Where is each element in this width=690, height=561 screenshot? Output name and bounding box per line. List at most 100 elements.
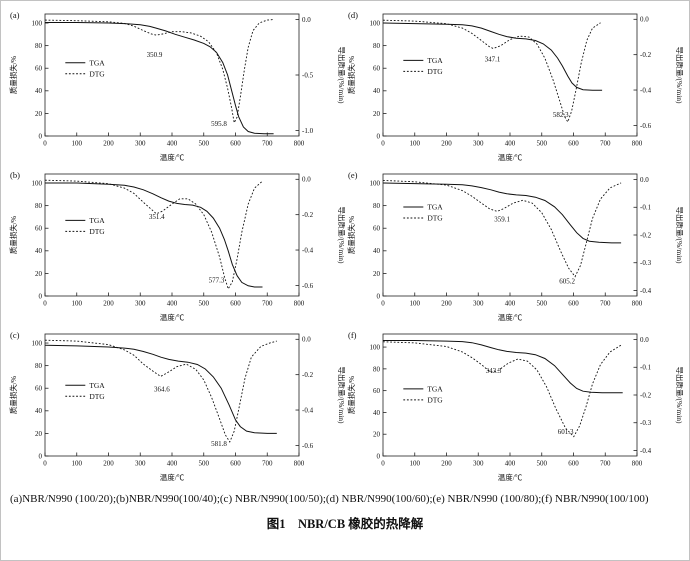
y-right-tick-label: -0.1	[640, 364, 652, 372]
peak-annotation: 343.3	[486, 367, 502, 375]
y-left-tick-label: 80	[373, 42, 381, 50]
y-right-tick-label: -0.2	[640, 51, 652, 59]
x-tick-label: 100	[72, 460, 83, 468]
y-left-tick-label: 20	[35, 270, 43, 278]
chart-panel-a: 0 100 200 300 400 500 600 700 800 0 20 40 60 80 100 0.0…	[7, 6, 347, 166]
legend-label-dtg: DTG	[427, 214, 443, 223]
tga-line	[45, 22, 274, 135]
y-left-tick-label: 0	[377, 452, 381, 460]
legend-label-tga: TGA	[89, 216, 105, 225]
y-left-tick-label: 40	[35, 247, 43, 255]
legend-label-dtg: DTG	[89, 392, 105, 401]
peak-annotation: 364.6	[154, 386, 170, 394]
chart-panel-c: 0 100 200 300 400 500 600 700 800 0 20 40 60 80 100 0.0…	[7, 326, 347, 486]
y-left-tick-label: 80	[373, 365, 381, 373]
panel-label: (c)	[10, 330, 20, 340]
legend-label-dtg: DTG	[427, 396, 443, 405]
left-axis-title: 质量损失/%	[346, 376, 356, 414]
right-axis-title: 导出质量/(%/min)	[337, 366, 345, 424]
panel-label: (f)	[348, 330, 357, 340]
x-tick-label: 0	[43, 140, 47, 148]
x-tick-label: 600	[568, 460, 579, 468]
x-tick-label: 500	[537, 300, 548, 308]
x-tick-label: 200	[441, 460, 452, 468]
legend-label-tga: TGA	[89, 381, 105, 390]
y-right-tick-label: 0.0	[302, 336, 311, 344]
tga-line	[45, 182, 263, 288]
y-left-tick-label: 80	[35, 362, 43, 370]
x-tick-label: 0	[381, 300, 385, 308]
peak-annotation: 350.9	[147, 51, 163, 59]
panel-label: (b)	[10, 170, 20, 180]
peak-annotation: 595.8	[211, 120, 227, 128]
plot-frame	[382, 333, 638, 457]
y-right-tick-label: -0.4	[640, 86, 652, 94]
x-tick-label: 500	[199, 140, 210, 148]
y-right-tick-label: -0.4	[302, 406, 314, 414]
panel-label: (e)	[348, 170, 358, 180]
left-axis-title: 质量损失/%	[8, 216, 18, 254]
x-tick-label: 300	[135, 460, 146, 468]
right-axis-title: 导出质量/(%/min)	[337, 46, 345, 104]
peak-annotation: 351.4	[149, 213, 165, 221]
legend-label-dtg: DTG	[89, 69, 105, 78]
y-left-tick-label: 80	[35, 42, 43, 50]
tga-line	[383, 340, 623, 394]
x-tick-label: 500	[537, 140, 548, 148]
plot-frame	[382, 173, 638, 297]
x-tick-label: 300	[473, 140, 484, 148]
dtg-line	[44, 179, 263, 291]
x-axis-title: 温度/℃	[160, 472, 185, 482]
peak-annotation: 582.3	[553, 111, 569, 119]
legend-label-tga: TGA	[427, 56, 443, 65]
y-right-tick-label: -0.4	[640, 447, 652, 455]
x-tick-label: 0	[381, 460, 385, 468]
y-left-tick-label: 100	[32, 339, 43, 347]
legend-label-dtg: DTG	[89, 227, 105, 236]
x-tick-label: 800	[294, 300, 305, 308]
y-left-tick-label: 100	[370, 343, 381, 351]
y-left-tick-label: 20	[373, 431, 381, 439]
x-tick-label: 0	[381, 140, 385, 148]
y-right-tick-label: 0.0	[640, 336, 649, 344]
plot-frame	[44, 333, 300, 457]
y-left-tick-label: 60	[35, 385, 43, 393]
y-left-tick-label: 100	[370, 19, 381, 27]
y-left-tick-label: 100	[32, 19, 43, 27]
x-tick-label: 700	[262, 460, 273, 468]
x-tick-label: 500	[537, 460, 548, 468]
x-axis-title: 温度/℃	[498, 152, 523, 162]
tga-line	[44, 344, 277, 434]
x-tick-label: 200	[103, 460, 114, 468]
x-tick-label: 600	[230, 140, 241, 148]
right-axis-title: 导出质量/(%/min)	[675, 46, 683, 104]
y-left-tick-label: 0	[39, 292, 43, 300]
x-tick-label: 400	[167, 460, 178, 468]
y-right-tick-label: 0.0	[640, 176, 649, 184]
x-tick-label: 200	[441, 140, 452, 148]
left-axis-title: 质量损失/%	[8, 56, 18, 94]
dtg-line	[44, 19, 274, 125]
y-right-tick-label: -0.5	[302, 71, 314, 79]
y-left-tick-label: 80	[35, 202, 43, 210]
x-tick-label: 300	[135, 140, 146, 148]
x-tick-label: 600	[230, 460, 241, 468]
legend-label-dtg: DTG	[427, 67, 443, 76]
y-left-tick-label: 0	[39, 452, 43, 460]
chart-panel-e: 0 100 200 300 400 500 600 700 800 0 20 40 60 80 100 0.0…	[345, 166, 685, 326]
chart-grid: 0 100 200 300 400 500 600 700 800 0 20 40 60 80 100 0.0…	[7, 6, 685, 486]
peak-annotation: 347.1	[485, 55, 501, 63]
x-tick-label: 600	[568, 140, 579, 148]
y-left-tick-label: 60	[35, 65, 43, 73]
x-tick-label: 400	[505, 300, 516, 308]
tga-line	[382, 182, 622, 244]
y-right-tick-label: -0.6	[302, 442, 314, 450]
right-axis-title: 导出质量/(%/min)	[337, 206, 345, 264]
peak-annotation: 359.1	[494, 215, 510, 223]
y-left-tick-label: 80	[373, 202, 381, 210]
x-tick-label: 700	[600, 140, 611, 148]
y-right-tick-label: -0.2	[302, 371, 314, 379]
y-right-tick-label: -0.3	[640, 419, 652, 427]
x-tick-label: 700	[262, 140, 273, 148]
x-tick-label: 100	[410, 300, 421, 308]
